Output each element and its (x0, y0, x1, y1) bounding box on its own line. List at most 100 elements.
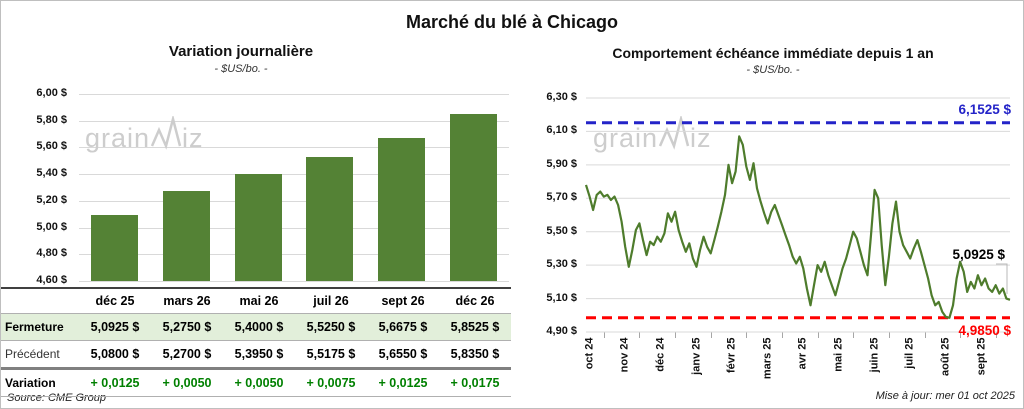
table-cell-fermeture: 5,0925 $ (90, 320, 140, 334)
last-value-callout-line (996, 263, 1008, 294)
x-axis-tick (710, 332, 712, 338)
y-axis-tick-label: 4,60 $ (36, 274, 67, 286)
y-axis-tick-label: 5,70 $ (546, 191, 577, 204)
x-axis-tick (782, 332, 783, 338)
bar (91, 215, 139, 281)
table-cell-variation: + 0,0075 (306, 376, 356, 390)
daily-variation-panel: Variation journalière - $US/bo. - grain … (1, 1, 513, 408)
x-axis-month-label: nov 24 (618, 337, 631, 373)
x-axis-month-label: juil 25 (903, 337, 916, 369)
table-cell-fermeture: 5,5250 $ (306, 320, 356, 334)
grid-line (79, 254, 509, 256)
x-axis-month-label: févr 25 (725, 337, 738, 373)
table-column-header: mars 26 (163, 294, 211, 308)
grid-line (79, 227, 509, 229)
table-column-header: déc 25 (95, 294, 135, 308)
x-axis-tick (603, 332, 605, 338)
x-axis-month-label: janv 25 (690, 337, 702, 375)
grid-line (79, 120, 509, 122)
x-axis-tick (639, 332, 641, 338)
grid-line (79, 147, 509, 149)
right-chart-subtitle: - $US/bo. - (746, 64, 800, 76)
x-axis-tick (888, 332, 890, 338)
table-cell-precedent: 5,8350 $ (450, 347, 500, 361)
row-label-precedent: Précédent (5, 347, 60, 361)
table-header-row: déc 25 mars 26 mai 26 juil 26 sept 26 déc 26 (1, 289, 511, 313)
grainwiz-zigzag-icon (150, 116, 182, 150)
y-axis-tick-label: 6,00 $ (36, 87, 67, 99)
y-axis-tick-label: 5,40 $ (36, 167, 67, 180)
grainwiz-watermark: grain iz (85, 116, 204, 152)
min-value-label: 4,9850 $ (958, 322, 1011, 338)
table-cell-variation: + 0,0175 (450, 376, 500, 390)
table-column-header: déc 26 (455, 294, 495, 308)
y-axis-tick-label: 6,30 $ (546, 91, 577, 103)
table-cell-variation: + 0,0125 (90, 376, 140, 390)
updated-note: Mise à jour: mer 01 oct 2025 (875, 390, 1015, 402)
futures-price-table: déc 25 mars 26 mai 26 juil 26 sept 26 déc 26 F… (1, 287, 511, 397)
table-cell-precedent: 5,5175 $ (306, 347, 356, 361)
bar (306, 157, 354, 281)
y-axis-tick-label: 5,50 $ (546, 224, 577, 237)
bar (378, 138, 425, 281)
y-axis-tick-label: 6,10 $ (546, 124, 577, 137)
grid-line (79, 200, 509, 202)
x-axis-tick (853, 332, 855, 338)
x-axis-tick (675, 332, 677, 338)
table-cell-fermeture: 5,2750 $ (162, 320, 212, 334)
table-row-precedent: Précédent 5,0800 $ 5,2700 $ 5,3950 $ 5,5175 … (1, 340, 511, 367)
x-axis-month-label: août 25 (939, 337, 952, 377)
table-cell-variation: + 0,0050 (234, 376, 284, 390)
x-axis-tick (924, 332, 926, 338)
bar (163, 190, 210, 281)
x-axis-month-label: oct 24 (583, 337, 596, 370)
table-cell-fermeture: 5,6675 $ (378, 320, 428, 334)
table-cell-precedent: 5,2700 $ (162, 347, 212, 361)
last-value-label: 5,0925 $ (952, 247, 1005, 262)
price-series-line (584, 135, 1011, 319)
table-cell-fermeture: 5,8525 $ (450, 320, 500, 334)
right-chart-title: Comportement échéance immédiate depuis 1… (612, 45, 934, 61)
x-axis-month-label: sept 25 (975, 337, 987, 376)
y-axis-tick-label: 5,90 $ (546, 157, 577, 170)
x-axis-month-label: avr 25 (796, 337, 809, 370)
bar (234, 174, 282, 281)
y-axis-tick-label: 5,80 $ (36, 113, 67, 126)
y-axis-tick-label: 5,60 $ (36, 140, 67, 153)
table-cell-fermeture: 5,4000 $ (234, 320, 284, 334)
bar (449, 113, 497, 281)
x-axis-month-label: mai 25 (832, 337, 845, 372)
table-cell-precedent: 5,0800 $ (90, 347, 140, 361)
watermark-text-part1: grain (85, 123, 151, 153)
x-axis-month-label: déc 24 (654, 337, 667, 372)
y-axis-tick-label: 5,00 $ (36, 220, 67, 233)
table-cell-precedent: 5,6550 $ (378, 347, 428, 361)
y-axis-tick-label: 5,10 $ (546, 291, 577, 304)
table-row-variation: Variation + 0,0125 + 0,0050 + 0,0050 + 0,007… (1, 367, 511, 396)
x-axis-tick (746, 332, 748, 338)
table-cell-precedent: 5,3950 $ (234, 347, 284, 361)
table-column-header: sept 26 (381, 294, 425, 308)
grainwiz-zigzag-icon (658, 116, 690, 150)
page-title: Marché du blé à Chicago (405, 12, 619, 32)
table-row-fermeture: Fermeture 5,0925 $ 5,2750 $ 5,4000 $ 5,5250 … (1, 313, 511, 340)
y-axis-tick-label: 4,90 $ (546, 325, 577, 337)
row-label-variation: Variation (5, 376, 56, 390)
row-label-fermeture: Fermeture (5, 320, 64, 334)
x-axis-month-label: juin 25 (868, 337, 881, 373)
x-axis-tick (960, 332, 962, 338)
grid-line (79, 281, 509, 282)
x-axis-tick (995, 332, 997, 338)
price-line-svg (584, 97, 1011, 333)
table-column-header: juil 26 (313, 294, 349, 308)
watermark-text-part1: grain (593, 123, 659, 153)
x-axis-month-label: mars 25 (761, 337, 774, 380)
max-value-label: 6,1525 $ (958, 101, 1011, 117)
watermark-text-part2: iz (182, 123, 204, 153)
source-note: Source: CME Group (7, 392, 107, 404)
left-chart-subtitle: - $US/bo. - (214, 63, 268, 75)
y-axis-tick-label: 5,30 $ (546, 258, 577, 271)
y-axis-tick-label: 4,80 $ (36, 247, 67, 260)
front-month-panel: Comportement échéance immédiate depuis 1… (513, 1, 1023, 408)
